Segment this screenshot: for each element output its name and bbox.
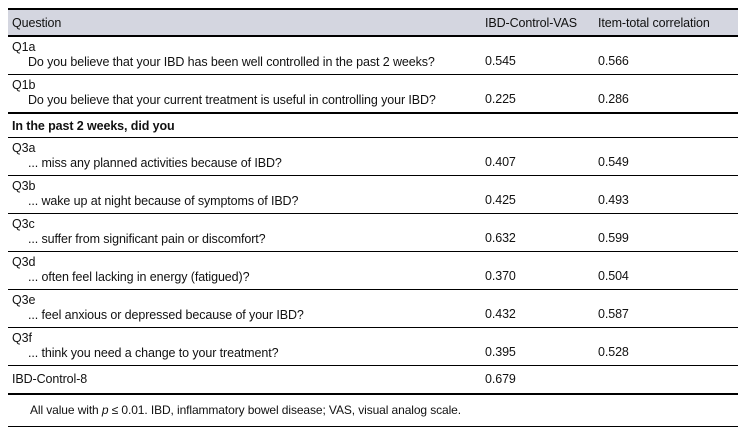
total-label: IBD-Control-8 [12, 372, 88, 386]
table-footnote: All value with p ≤ 0.01. IBD, inflammato… [8, 395, 738, 427]
question-text: ... suffer from significant pain or disc… [28, 232, 266, 246]
correlation-table: Question IBD-Control-VAS Item-total corr… [8, 8, 738, 427]
question-cell: Q3a ... miss any planned activities beca… [8, 142, 485, 170]
total-itc-value [598, 372, 738, 386]
question-cell: Q3c ... suffer from significant pain or … [8, 218, 485, 246]
question-cell: Q1a Do you believe that your IBD has bee… [8, 41, 485, 69]
vas-value: 0.432 [485, 307, 516, 321]
total-row: IBD-Control-8 0.679 [8, 366, 738, 395]
vas-value: 0.395 [485, 345, 516, 359]
itc-value: 0.587 [598, 307, 629, 321]
vas-value: 0.225 [485, 92, 516, 106]
itc-value: 0.504 [598, 269, 629, 283]
itc-value: 0.566 [598, 54, 629, 68]
column-header-ibd-control-vas: IBD-Control-VAS [485, 15, 578, 30]
footnote-text-prefix: All value with [30, 403, 102, 417]
question-cell: Q1b Do you believe that your current tre… [8, 79, 485, 107]
vas-value: 0.545 [485, 54, 516, 68]
itc-value: 0.528 [598, 345, 629, 359]
question-id: Q3a [12, 141, 36, 155]
section-header: In the past 2 weeks, did you [8, 114, 738, 138]
question-cell: Q3b ... wake up at night because of symp… [8, 180, 485, 208]
column-header-item-total-correlation: Item-total correlation [598, 15, 710, 30]
question-id: Q3c [12, 217, 35, 231]
total-vas-value: 0.679 [485, 372, 516, 386]
vas-value: 0.632 [485, 231, 516, 245]
itc-value: 0.599 [598, 231, 629, 245]
table-row: Q1a Do you believe that your IBD has bee… [8, 37, 738, 75]
itc-value: 0.493 [598, 193, 629, 207]
question-id: Q3d [12, 255, 36, 269]
question-id: Q3e [12, 293, 36, 307]
question-text: ... often feel lacking in energy (fatigu… [28, 270, 250, 284]
footnote-text-suffix: ≤ 0.01. IBD, inflammatory bowel disease;… [108, 403, 461, 417]
question-text: ... think you need a change to your trea… [28, 346, 279, 360]
question-text: Do you believe that your current treatme… [28, 93, 436, 107]
table-row: Q1b Do you believe that your current tre… [8, 75, 738, 114]
table-row: Q3d ... often feel lacking in energy (fa… [8, 252, 738, 290]
column-header-question: Question [12, 15, 62, 30]
vas-value: 0.370 [485, 269, 516, 283]
question-id: Q3b [12, 179, 36, 193]
question-cell: Q3f ... think you need a change to your … [8, 332, 485, 360]
vas-value: 0.425 [485, 193, 516, 207]
table-row: Q3b ... wake up at night because of symp… [8, 176, 738, 214]
question-text: Do you believe that your IBD has been we… [28, 55, 435, 69]
question-cell: Q3e ... feel anxious or depressed becaus… [8, 294, 485, 322]
footnote-p-symbol: p [101, 403, 109, 417]
question-id: Q1a [12, 40, 36, 54]
question-id: Q3f [12, 331, 32, 345]
itc-value: 0.286 [598, 92, 629, 106]
itc-value: 0.549 [598, 155, 629, 169]
question-cell: Q3d ... often feel lacking in energy (fa… [8, 256, 485, 284]
vas-value: 0.407 [485, 155, 516, 169]
table-row: Q3c ... suffer from significant pain or … [8, 214, 738, 252]
question-text: ... wake up at night because of symptoms… [28, 194, 299, 208]
question-text: ... miss any planned activities because … [28, 156, 282, 170]
table-row: Q3e ... feel anxious or depressed becaus… [8, 290, 738, 328]
question-text: ... feel anxious or depressed because of… [28, 308, 304, 322]
question-id: Q1b [12, 78, 36, 92]
table-header-row: Question IBD-Control-VAS Item-total corr… [8, 8, 738, 37]
table-row: Q3f ... think you need a change to your … [8, 328, 738, 366]
table-row: Q3a ... miss any planned activities beca… [8, 138, 738, 176]
